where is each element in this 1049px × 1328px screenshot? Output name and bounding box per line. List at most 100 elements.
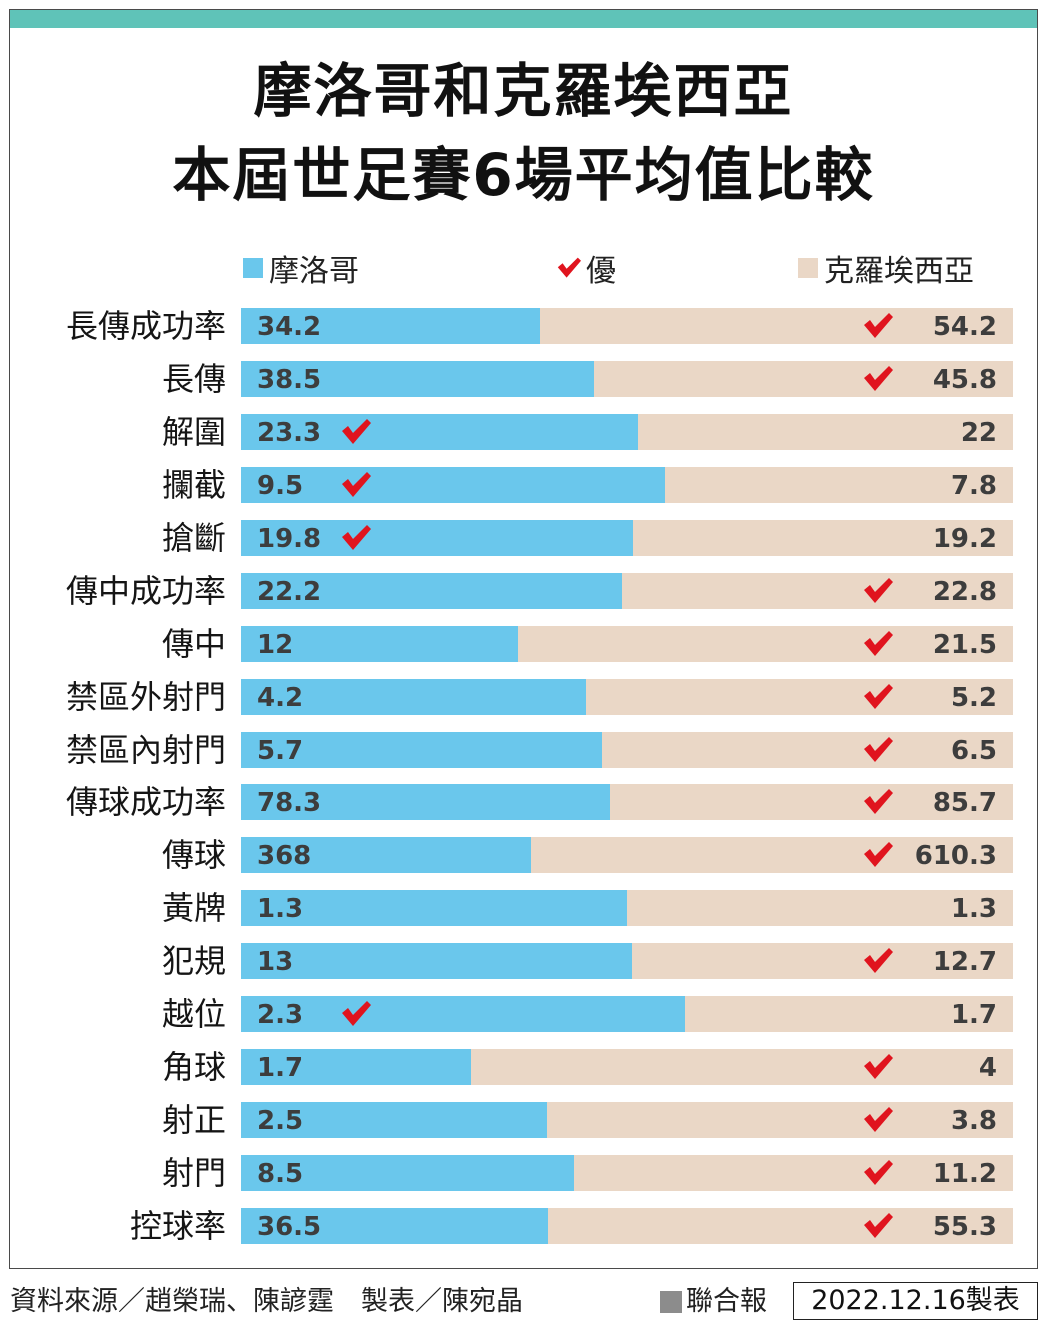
right-team-value: 1.7: [950, 1000, 997, 1031]
check-icon: [864, 1107, 893, 1133]
stat-label: 傳球: [161, 836, 226, 875]
stat-label: 長傳: [161, 359, 226, 398]
check-icon: [864, 365, 893, 391]
stat-label: 攔截: [161, 465, 226, 504]
left-team-value: 1.7: [257, 1053, 304, 1084]
right-team-bar: 19.8 19.2: [241, 519, 1013, 556]
right-team-bar: 1.7 4: [241, 1049, 1013, 1086]
left-team-bar: [241, 413, 639, 450]
stat-label: 長傳成功率: [65, 307, 226, 345]
left-team-bar: [241, 890, 627, 927]
left-team-bar: [241, 837, 532, 874]
legend-better: 優: [556, 248, 616, 289]
stat-row: 黃牌 1.3 1.3: [0, 889, 1049, 927]
top-accent-bar: [10, 10, 1037, 28]
left-team-value: 13: [257, 947, 294, 978]
check-icon: [864, 577, 893, 603]
left-team-bar: [241, 943, 632, 980]
left-team-bar: [241, 625, 518, 662]
stat-label: 解圍: [161, 412, 226, 451]
publisher-name: 聯合報: [686, 1286, 767, 1317]
right-team-bar: 34.2 54.2: [241, 308, 1013, 344]
stat-label: 越位: [161, 995, 226, 1034]
stat-label: 禁區內射門: [65, 730, 226, 769]
check-icon: [864, 948, 893, 974]
right-team-bar: 2.5 3.8: [241, 1102, 1013, 1139]
stat-row: 射正 2.5 3.8: [0, 1101, 1049, 1139]
check-icon: [864, 842, 893, 868]
publisher: 聯合報: [660, 1284, 767, 1320]
stat-row: 傳球成功率 78.3 85.7: [0, 783, 1049, 821]
stat-row: 傳中成功率 22.2 22.8: [0, 572, 1049, 610]
publisher-square-icon: [660, 1291, 682, 1313]
right-team-value: 55.3: [932, 1211, 997, 1242]
left-team-bar: [241, 1102, 548, 1139]
right-team-value: 11.2: [932, 1159, 997, 1190]
stat-row: 越位 2.3 1.7: [0, 995, 1049, 1033]
check-icon: [864, 313, 893, 338]
left-team-bar: [241, 1207, 548, 1244]
left-team-bar: [241, 572, 622, 609]
right-team-value: 54.2: [932, 312, 997, 342]
right-team-value: 610.3: [914, 841, 997, 872]
stat-row: 角球 1.7 4: [0, 1048, 1049, 1086]
legend-left-swatch: [243, 258, 263, 278]
left-team-value: 22.2: [257, 576, 322, 607]
stat-label: 傳中: [161, 624, 226, 663]
right-team-bar: 78.3 85.7: [241, 784, 1013, 821]
right-team-bar: 2.3 1.7: [241, 996, 1013, 1033]
left-team-value: 78.3: [257, 788, 322, 819]
right-team-bar: 22.2 22.8: [241, 572, 1013, 609]
stat-label: 射門: [161, 1154, 226, 1193]
stat-row: 解圍 23.3 22: [0, 413, 1049, 451]
right-team-bar: 12 21.5: [241, 625, 1013, 662]
right-team-value: 45.8: [932, 364, 997, 395]
right-team-value: 6.5: [950, 735, 997, 766]
stat-row: 禁區外射門 4.2 5.2: [0, 678, 1049, 716]
stat-label: 傳中成功率: [65, 571, 226, 610]
stat-label: 射正: [161, 1101, 226, 1140]
left-team-bar: [241, 784, 610, 821]
stat-row: 傳球 368 610.3: [0, 836, 1049, 874]
left-team-bar: [241, 1049, 472, 1086]
stat-label: 控球率: [129, 1206, 226, 1245]
right-team-value: 1.3: [950, 894, 997, 925]
stat-label: 黃牌: [161, 889, 226, 928]
stat-row: 控球率 36.5 55.3: [0, 1207, 1049, 1245]
right-team-value: 21.5: [932, 629, 997, 660]
left-team-value: 1.3: [257, 894, 304, 925]
left-team-bar: [241, 1155, 575, 1192]
stat-label: 搶斷: [161, 518, 226, 557]
right-team-bar: 5.7 6.5: [241, 731, 1013, 768]
left-team-value: 34.2: [257, 312, 322, 342]
stat-label: 角球: [161, 1048, 226, 1087]
chart-frame: [9, 9, 1038, 1269]
left-team-value: 9.5: [257, 470, 304, 501]
stat-row: 攔截 9.5 7.8: [0, 466, 1049, 504]
left-team-bar: [241, 466, 665, 503]
left-team-value: 368: [257, 841, 312, 872]
right-team-value: 19.2: [932, 523, 997, 554]
right-team-value: 22: [960, 417, 997, 448]
left-team-value: 19.8: [257, 523, 322, 554]
check-icon: [342, 471, 371, 497]
source-credit: 資料來源／趙榮瑞、陳諺霆 製表／陳宛晶: [10, 1286, 523, 1317]
stat-row: 長傳成功率 34.2 54.2: [0, 307, 1049, 345]
left-team-bar: [241, 731, 602, 768]
right-team-bar: 368 610.3: [241, 837, 1013, 874]
chart-title-line1: 摩洛哥和克羅埃西亞: [253, 57, 794, 125]
stat-label: 犯規: [161, 942, 226, 981]
check-icon: [342, 418, 371, 444]
left-team-value: 5.7: [257, 735, 304, 766]
right-team-bar: 4.2 5.2: [241, 678, 1013, 715]
right-team-bar: 9.5 7.8: [241, 466, 1013, 503]
right-team-value: 4: [978, 1053, 997, 1084]
left-team-value: 23.3: [257, 417, 322, 448]
check-icon: [864, 736, 893, 762]
left-team-value: 12: [257, 629, 294, 660]
right-team-bar: 23.3 22: [241, 413, 1013, 450]
check-icon: [864, 1054, 893, 1080]
right-team-bar: 13 12.7: [241, 943, 1013, 980]
check-icon: [342, 1001, 371, 1027]
left-team-bar: [241, 360, 594, 397]
